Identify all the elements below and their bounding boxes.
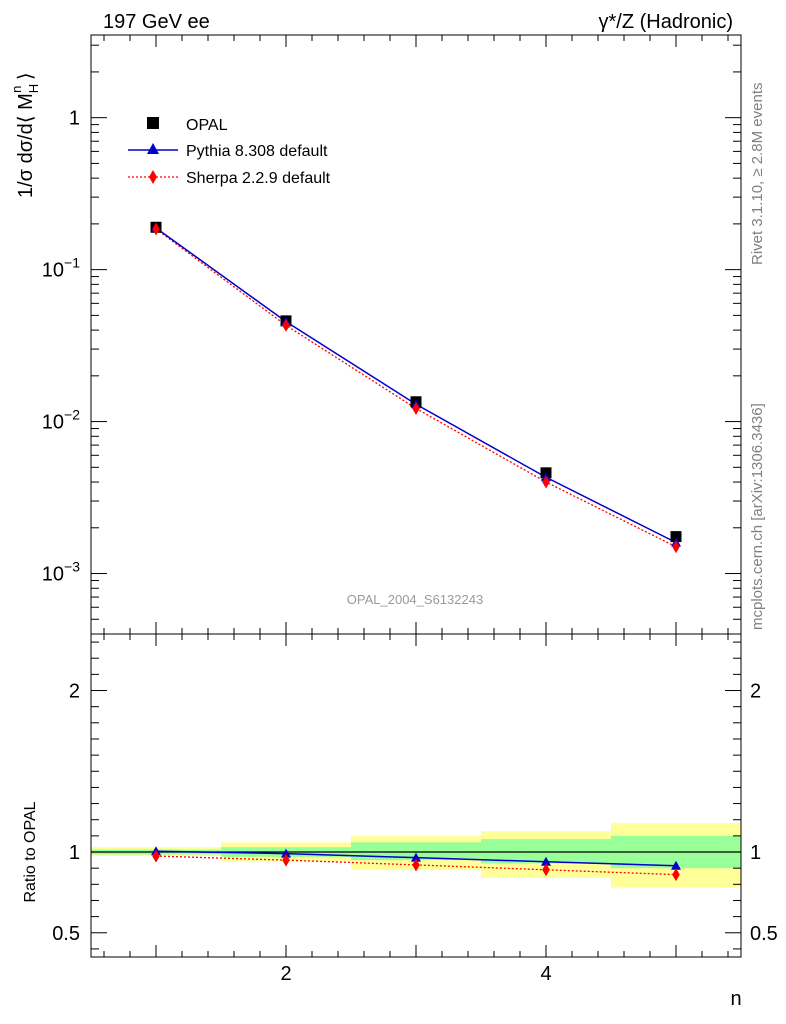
series-layer — [150, 221, 682, 882]
y-tick-label-main: 10−3 — [42, 559, 80, 586]
sherpa-ratio-point — [542, 863, 550, 877]
legend-marker-pythia — [147, 143, 159, 154]
sherpa-point — [672, 540, 680, 554]
rivet-label: Rivet 3.1.10, ≥ 2.8M events — [749, 83, 766, 266]
legend: OPAL Pythia 8.308 default Sherpa 2.2.9 d… — [128, 117, 331, 187]
legend-label-pythia: Pythia 8.308 default — [186, 143, 328, 160]
x-tick-label: 2 — [280, 963, 291, 985]
ratio-panel-frame — [90, 633, 742, 958]
y-tick-label-main: 10−2 — [42, 407, 80, 434]
pythia-ratio-point — [541, 856, 551, 866]
y-tick-label-main: 1 — [69, 108, 80, 130]
ratio-y-axis-label: Ratio to OPAL — [22, 801, 39, 902]
header-right: γ*/Z (Hadronic) — [599, 11, 733, 33]
main-y-axis-label: 1/σ dσ/d⟨ MHn ⟩ — [9, 72, 41, 198]
pythia-ratio-point — [411, 852, 421, 862]
svg-text:1/σ dσ/d⟨ MHn ⟩: 1/σ dσ/d⟨ MHn ⟩ — [9, 72, 41, 198]
sherpa-point — [542, 475, 550, 489]
pythia-line-main — [155, 227, 677, 544]
legend-label-opal: OPAL — [186, 117, 228, 134]
sherpa-point — [152, 222, 160, 236]
opal-point — [670, 531, 682, 543]
sherpa-ratio-point — [152, 849, 160, 863]
legend-label-sherpa: Sherpa 2.2.9 default — [186, 170, 331, 187]
y-tick-label-ratio-right: 0.5 — [750, 923, 778, 945]
x-tick-label: 4 — [540, 963, 551, 985]
pythia-ratio-point — [671, 860, 681, 870]
axes: 2 4 10−3 10−2 10−1 1 0.5 0.5 1 1 2 2 — [42, 34, 778, 985]
sherpa-ratio-point — [412, 858, 420, 872]
sherpa-ratio-point — [282, 853, 290, 867]
y-tick-label-ratio: 1 — [69, 842, 80, 864]
sherpa-point — [412, 401, 420, 415]
legend-marker-sherpa — [149, 170, 157, 184]
sherpa-line-main — [155, 228, 677, 548]
analysis-watermark: OPAL_2004_S6132243 — [347, 592, 483, 607]
sherpa-point — [282, 318, 290, 332]
pythia-ratio-point — [281, 848, 291, 858]
uncertainty-bands — [91, 822, 741, 888]
y-tick-label-main: 10−1 — [42, 255, 80, 282]
y-tick-label-ratio-right: 1 — [750, 842, 761, 864]
header-left: 197 GeV ee — [103, 11, 210, 33]
y-tick-label-ratio: 0.5 — [52, 923, 80, 945]
x-axis-label: n — [730, 988, 741, 1010]
y-tick-label-ratio: 2 — [69, 681, 80, 703]
legend-marker-opal — [147, 117, 159, 129]
mcplots-label: mcplots.cern.ch [arXiv:1306.3436] — [749, 403, 766, 630]
band-inner-3 — [351, 842, 481, 861]
sherpa-ratio-point — [672, 868, 680, 882]
y-tick-label-ratio-right: 2 — [750, 681, 761, 703]
